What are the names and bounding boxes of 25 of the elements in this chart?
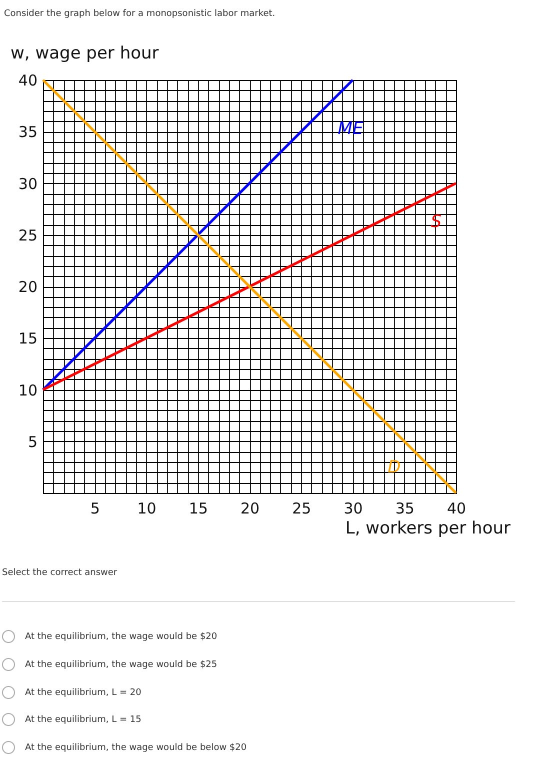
y-tick-label: 20: [18, 278, 38, 296]
text: At the equilibrium, L = 20: [25, 688, 142, 698]
x-tick-label: 15: [188, 500, 208, 518]
x-tick-label: 30: [344, 500, 363, 518]
y-tick-label: 10: [18, 381, 38, 400]
y-axis-title: w, wage per hour: [10, 44, 159, 64]
text: At the equilibrium, L = 15: [25, 714, 142, 724]
x-tick-label: 25: [292, 500, 312, 518]
x-axis-title: L, workers per hour: [345, 518, 511, 538]
y-tick-label: 5: [28, 432, 38, 451]
y-tick-label: 30: [18, 174, 38, 193]
x-tick-label: 35: [395, 500, 414, 518]
y-tick-label: 35: [18, 123, 38, 142]
text: Select the correct answer: [2, 568, 118, 578]
x-tick-label: 10: [137, 500, 156, 518]
text: At the equilibrium, the wage would be $25: [25, 660, 218, 670]
y-tick-label: 25: [18, 226, 38, 244]
y-tick-label: 15: [18, 330, 38, 348]
y-tick-label: 40: [18, 72, 38, 90]
x-tick-label: 20: [240, 500, 260, 518]
x-tick-label: 40: [446, 500, 466, 518]
text: At the equilibrium, the wage would be $20: [25, 632, 218, 642]
text: At the equilibrium, the wage would be below $20: [25, 742, 247, 752]
chart-title: Consider the graph below for a monopsonistic labor market.: [4, 9, 276, 19]
x-tick-label: 5: [90, 500, 100, 518]
